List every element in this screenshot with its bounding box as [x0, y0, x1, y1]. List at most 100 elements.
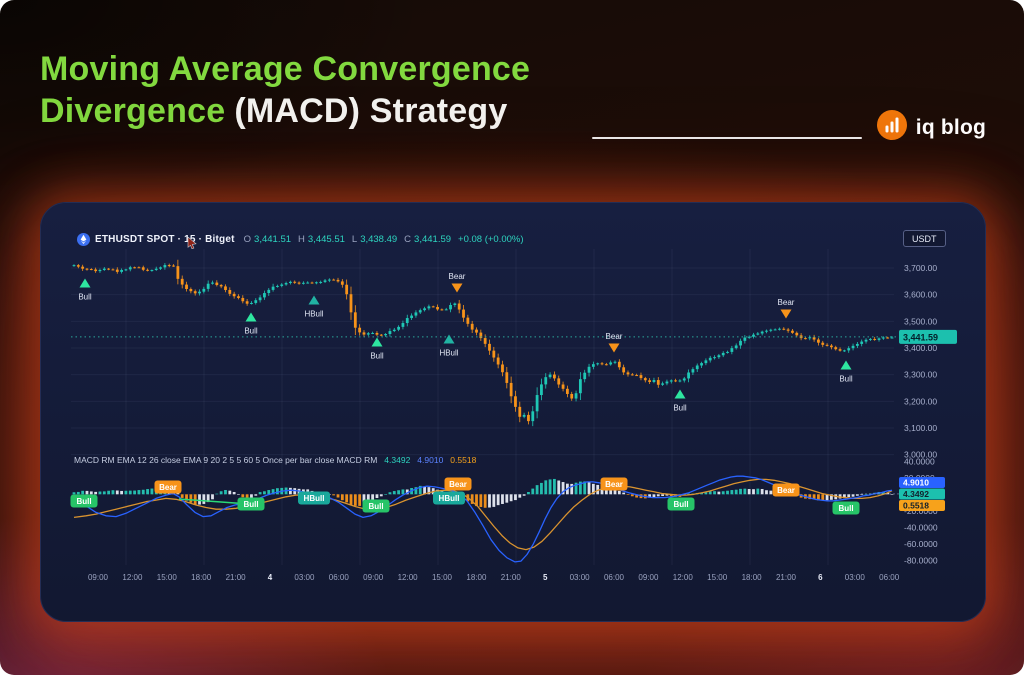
svg-text:21:00: 21:00 [776, 573, 797, 582]
svg-text:15:00: 15:00 [157, 573, 178, 582]
svg-text:3,000.00: 3,000.00 [904, 450, 937, 460]
macd-teal-chip [899, 488, 945, 500]
bear-marker-icon [451, 283, 463, 293]
bull-badge [237, 497, 265, 511]
bear-badge [444, 477, 472, 491]
svg-text:Bull: Bull [244, 327, 258, 336]
svg-text:HBull: HBull [304, 494, 325, 503]
title-line2-green: Divergence [40, 92, 226, 130]
svg-text:HBull: HBull [439, 349, 458, 358]
svg-text:5: 5 [543, 573, 548, 582]
svg-text:Bear: Bear [605, 480, 623, 489]
svg-text:3,100.00: 3,100.00 [904, 423, 937, 433]
svg-text:4.9010: 4.9010 [903, 478, 929, 488]
svg-text:21:00: 21:00 [226, 573, 247, 582]
ohlc-values: O 3,441.51 H 3,445.51 L 3,438.49 C 3,441.59 … [243, 234, 524, 245]
svg-text:18:00: 18:00 [466, 573, 487, 582]
bear-marker-icon [608, 343, 620, 353]
svg-text:09:00: 09:00 [88, 573, 109, 582]
macd-orange-chip [899, 500, 945, 511]
bear-badge [600, 477, 628, 491]
svg-text:Bull: Bull [370, 352, 384, 361]
bear-badge [772, 483, 800, 497]
svg-text:HBull: HBull [439, 494, 460, 503]
svg-text:-60.0000: -60.0000 [904, 539, 938, 549]
svg-text:3,700.00: 3,700.00 [904, 263, 937, 273]
macd-indicator-label: MACD RM EMA 12 26 close EMA 9 20 2 5 5 6… [74, 455, 378, 465]
svg-text:4: 4 [268, 573, 273, 582]
svg-text:-40.0000: -40.0000 [904, 522, 938, 532]
bull-marker-icon [245, 312, 257, 322]
symbol-title[interactable]: ETHUSDT SPOT · 15 · Bitget [95, 234, 235, 245]
title-underline [592, 137, 862, 139]
last-price-chip [899, 329, 957, 344]
svg-text:3,441.59: 3,441.59 [903, 332, 938, 342]
svg-text:21:00: 21:00 [501, 573, 522, 582]
bear-badge [154, 480, 182, 494]
title-line2-white: (MACD) Strategy [234, 92, 508, 130]
bull-marker-icon [840, 360, 852, 370]
svg-text:Bull: Bull [76, 497, 91, 506]
svg-text:03:00: 03:00 [294, 573, 315, 582]
page-title: Moving Average Convergence Divergence (MAC… [40, 48, 530, 132]
bull-badge [832, 501, 860, 515]
svg-text:Bear: Bear [778, 298, 795, 307]
time-axis[interactable]: 09:00 12:00 15:00 18:00 21:00 4 03:00 06:00 09:0… [88, 573, 900, 582]
svg-text:4.3492: 4.3492 [903, 489, 929, 499]
currency-toggle-button[interactable]: USDT [903, 230, 946, 247]
bear-marker-icon [780, 309, 792, 319]
hbull-marker-icon [443, 334, 455, 344]
signal-markers: Bull Bull HBull Bull HBull Bear Bear Bull Bear Bu… [78, 272, 853, 413]
svg-text:06:00: 06:00 [604, 573, 625, 582]
svg-text:Bear: Bear [449, 480, 467, 489]
header: Moving Average Convergence Divergence (MAC… [0, 0, 1024, 200]
svg-text:06:00: 06:00 [879, 573, 900, 582]
svg-text:HBull: HBull [304, 310, 323, 319]
macd-blue-chip [899, 477, 945, 488]
brand-name: iq blog [915, 115, 986, 139]
svg-text:Bear: Bear [777, 486, 795, 495]
svg-text:12:00: 12:00 [122, 573, 143, 582]
svg-text:03:00: 03:00 [570, 573, 591, 582]
price-axis[interactable]: 3,700.00 3,600.00 3,500.00 3,400.00 3,300.00… [904, 263, 937, 460]
svg-text:Bear: Bear [159, 483, 177, 492]
svg-text:6: 6 [818, 573, 823, 582]
svg-text:Bear: Bear [606, 332, 623, 341]
svg-text:Bull: Bull [243, 500, 258, 509]
hbull-marker-icon [308, 295, 320, 305]
symbol-info-bar[interactable]: ETHUSDT SPOT · 15 · Bitget O 3,441.51 H 3,… [77, 232, 528, 247]
bull-badge [70, 494, 98, 508]
svg-text:3,500.00: 3,500.00 [904, 316, 937, 326]
svg-text:Bull: Bull [839, 375, 853, 384]
macd-indicator-row[interactable]: MACD RM EMA 12 26 close EMA 9 20 2 5 5 6… [74, 455, 476, 465]
svg-text:15:00: 15:00 [707, 573, 728, 582]
svg-text:09:00: 09:00 [638, 573, 659, 582]
svg-text:15:00: 15:00 [432, 573, 453, 582]
bull-badge [667, 497, 695, 511]
svg-text:Bull: Bull [838, 504, 853, 513]
svg-text:3,400.00: 3,400.00 [904, 343, 937, 353]
svg-text:12:00: 12:00 [673, 573, 694, 582]
svg-text:3,200.00: 3,200.00 [904, 396, 937, 406]
macd-value: 4.3492 [384, 455, 411, 465]
eth-logo-icon [77, 232, 90, 246]
svg-text:Bull: Bull [78, 293, 92, 302]
brand-logo: iq blog [876, 110, 986, 145]
trading-chart-card: Bull Bull HBull Bull HBull Bear Bear Bull Bear Bu… [40, 202, 986, 622]
svg-text:0.5518: 0.5518 [903, 501, 929, 511]
bull-badge [362, 499, 390, 513]
svg-text:40.0000: 40.0000 [904, 456, 935, 466]
hbull-badge [298, 491, 330, 505]
macd-signal-badges: Bull Bear Bull HBull Bull HBull Bear Bear Bull Be… [70, 477, 860, 515]
macd-hist-value: 0.5518 [450, 455, 477, 465]
bull-marker-icon [371, 337, 383, 347]
mouse-cursor-icon [187, 236, 197, 254]
svg-text:3,300.00: 3,300.00 [904, 370, 937, 380]
svg-text:Bull: Bull [673, 500, 688, 509]
svg-text:12:00: 12:00 [398, 573, 419, 582]
svg-text:Bull: Bull [368, 502, 383, 511]
hbull-badge [433, 491, 465, 505]
price-change: +0.08 (+0.00%) [458, 234, 524, 245]
